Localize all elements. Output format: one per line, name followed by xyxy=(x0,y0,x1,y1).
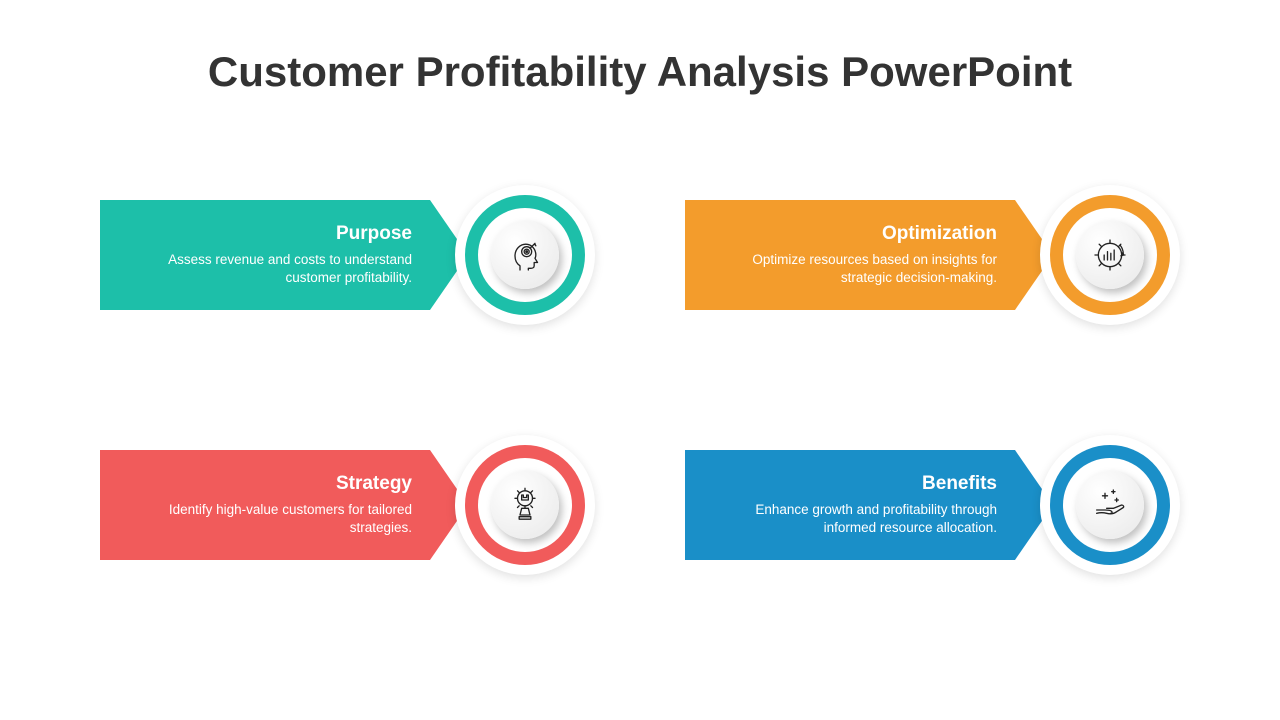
card-banner: Purpose Assess revenue and costs to unde… xyxy=(100,200,430,310)
card-description: Optimize resources based on insights for… xyxy=(737,251,997,287)
card-title: Benefits xyxy=(922,473,997,495)
card-title: Strategy xyxy=(336,473,412,495)
gear-chart-icon xyxy=(1090,235,1130,275)
medallion-white xyxy=(1063,208,1157,302)
slide-title: Customer Profitability Analysis PowerPoi… xyxy=(0,48,1280,96)
medallion-white xyxy=(1063,458,1157,552)
medallion xyxy=(455,185,595,325)
medallion-ring xyxy=(465,445,585,565)
card-title: Purpose xyxy=(336,223,412,245)
medallion-inner xyxy=(1076,221,1144,289)
card-banner: Benefits Enhance growth and profitabilit… xyxy=(685,450,1015,560)
medallion-white xyxy=(478,208,572,302)
medallion-inner xyxy=(491,221,559,289)
head-target-icon xyxy=(505,235,545,275)
medallion xyxy=(1040,435,1180,575)
cards-grid: Purpose Assess revenue and costs to unde… xyxy=(100,190,1180,570)
medallion xyxy=(1040,185,1180,325)
card-strategy: Strategy Identify high-value customers f… xyxy=(100,440,595,570)
card-benefits: Benefits Enhance growth and profitabilit… xyxy=(685,440,1180,570)
card-description: Enhance growth and profitability through… xyxy=(737,501,997,537)
card-purpose: Purpose Assess revenue and costs to unde… xyxy=(100,190,595,320)
card-banner: Optimization Optimize resources based on… xyxy=(685,200,1015,310)
medallion-white xyxy=(478,458,572,552)
card-title: Optimization xyxy=(882,223,997,245)
medallion-ring xyxy=(1050,195,1170,315)
card-description: Assess revenue and costs to understand c… xyxy=(152,251,412,287)
medallion-inner xyxy=(491,471,559,539)
hand-sparkle-icon xyxy=(1090,485,1130,525)
card-banner: Strategy Identify high-value customers f… xyxy=(100,450,430,560)
medallion-inner xyxy=(1076,471,1144,539)
chess-gear-icon xyxy=(505,485,545,525)
medallion-ring xyxy=(465,195,585,315)
medallion xyxy=(455,435,595,575)
card-optimization: Optimization Optimize resources based on… xyxy=(685,190,1180,320)
medallion-ring xyxy=(1050,445,1170,565)
card-description: Identify high-value customers for tailor… xyxy=(152,501,412,537)
